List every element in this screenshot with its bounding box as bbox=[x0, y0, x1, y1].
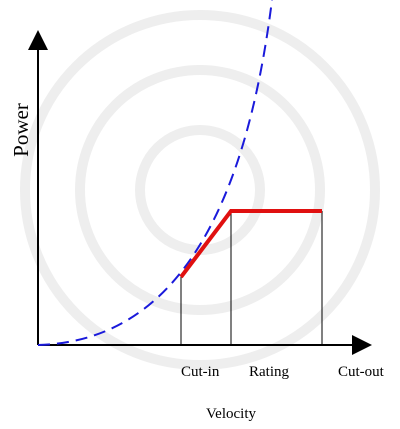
x-axis-label: Velocity bbox=[206, 406, 256, 422]
marker-label: Cut-out bbox=[338, 364, 385, 380]
marker-label: Rating bbox=[249, 364, 289, 380]
y-axis-label: Power bbox=[9, 103, 33, 157]
marker-label: Cut-in bbox=[181, 364, 220, 380]
power-curve-ideal bbox=[38, 0, 272, 345]
diagram: Power Cut-in Rating Cut-out Velocity bbox=[0, 0, 400, 429]
